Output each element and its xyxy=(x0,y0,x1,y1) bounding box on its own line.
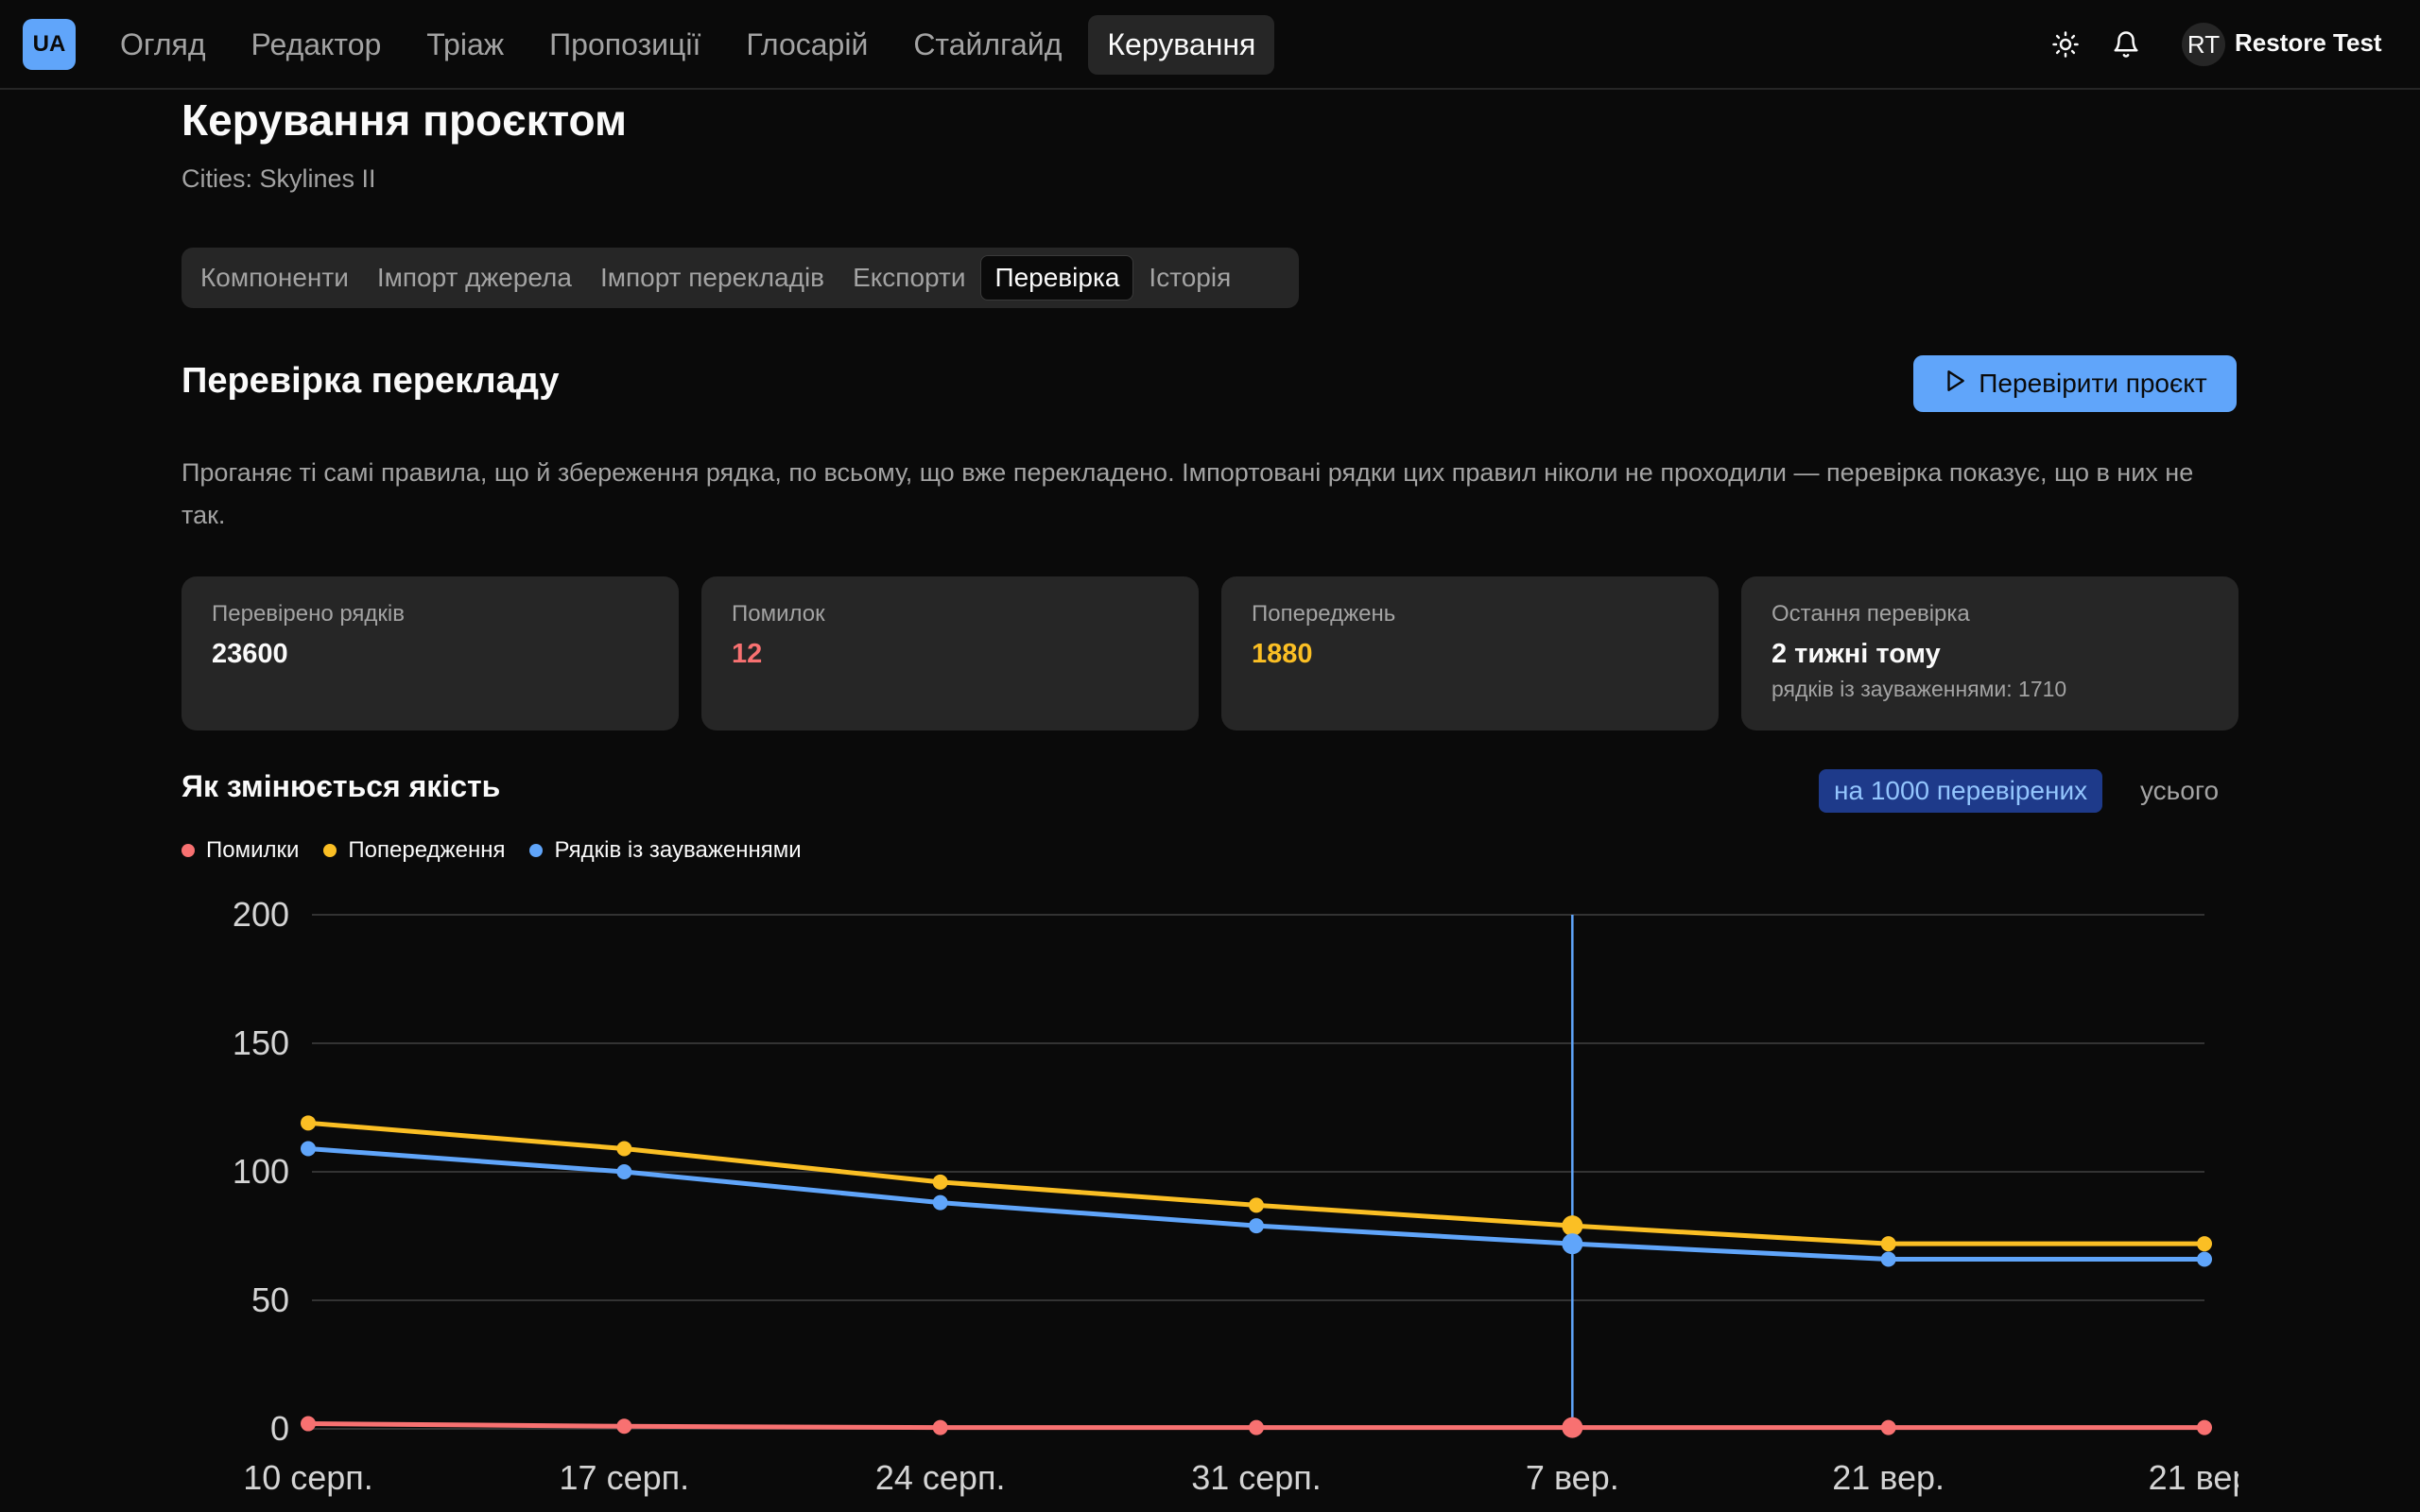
x-tick-label: 21 вер. xyxy=(1832,1458,1945,1497)
y-tick-label: 150 xyxy=(233,1023,289,1062)
data-point xyxy=(1880,1251,1896,1267)
data-point xyxy=(1249,1218,1264,1234)
stat-note: рядків із зауваженнями: 1710 xyxy=(1772,677,2067,701)
check-project-label: Перевірити проєкт xyxy=(1979,369,2207,398)
data-point xyxy=(1249,1419,1264,1435)
data-point xyxy=(301,1115,316,1131)
top-navigation-bar: UA Огляд Редактор Тріаж Пропозиції Глоса… xyxy=(0,0,2420,90)
x-tick-label: 10 серп. xyxy=(243,1458,373,1497)
user-avatar[interactable]: RT xyxy=(2182,23,2225,66)
data-point xyxy=(1562,1417,1583,1438)
y-tick-label: 200 xyxy=(233,895,289,934)
section-description: Проганяє ті самі правила, що й збереженн… xyxy=(182,458,2194,529)
data-point xyxy=(1562,1215,1583,1237)
x-tick-label: 7 вер. xyxy=(1526,1458,1619,1497)
nav-item-triage[interactable]: Тріаж xyxy=(426,27,505,61)
stat-value: 2 тижні тому xyxy=(1772,639,1941,669)
sun-icon[interactable] xyxy=(2048,26,2083,62)
nav-item-suggestions[interactable]: Пропозиції xyxy=(549,27,701,61)
play-icon xyxy=(1943,369,1967,400)
data-point xyxy=(616,1164,632,1179)
stat-card-warnings: Попереджень 1880 xyxy=(1221,576,1719,730)
legend-item-warnings[interactable]: Попередження xyxy=(323,837,505,864)
legend-item-flagged[interactable]: Рядків із зауваженнями xyxy=(529,837,802,864)
tab-translation-import[interactable]: Імпорт перекладів xyxy=(599,263,825,292)
stat-card-errors: Помилок 12 xyxy=(701,576,1199,730)
stat-label: Перевірено рядків xyxy=(212,601,405,627)
nav-item-overview[interactable]: Огляд xyxy=(120,27,206,61)
toggle-total[interactable]: усього xyxy=(2140,776,2220,805)
data-point xyxy=(932,1419,948,1435)
legend-dot xyxy=(323,844,337,857)
nav-item-editor[interactable]: Редактор xyxy=(251,27,382,61)
chart-title: Як змінюється якість xyxy=(182,769,501,803)
stat-card-checked: Перевірено рядків 23600 xyxy=(182,576,679,730)
tab-components[interactable]: Компоненти xyxy=(200,263,349,292)
nav-item-glossary[interactable]: Глосарій xyxy=(746,27,869,61)
chart-legend: Помилки Попередження Рядків із зауваженн… xyxy=(182,837,802,864)
legend-label: Рядків із зауваженнями xyxy=(554,837,802,863)
stat-label: Попереджень xyxy=(1252,601,1396,627)
section-title: Перевірка перекладу xyxy=(182,361,560,401)
data-point xyxy=(301,1141,316,1157)
user-name[interactable]: Restore Test xyxy=(2235,28,2382,57)
data-point xyxy=(2197,1419,2212,1435)
tab-source-import[interactable]: Імпорт джерела xyxy=(376,263,572,292)
legend-item-errors[interactable]: Помилки xyxy=(182,837,299,864)
tab-exports[interactable]: Експорти xyxy=(853,263,966,292)
y-tick-label: 0 xyxy=(270,1409,289,1448)
project-name: Cities: Skylines II xyxy=(182,164,376,193)
data-point xyxy=(616,1418,632,1435)
x-tick-label: 24 серп. xyxy=(875,1458,1006,1497)
data-point xyxy=(1562,1233,1583,1255)
main-nav: Огляд Редактор Тріаж Пропозиції Глосарій… xyxy=(101,15,1275,75)
stat-label: Помилок xyxy=(732,601,825,627)
management-tabs: Компоненти Імпорт джерела Імпорт перекла… xyxy=(182,248,1299,308)
tab-history[interactable]: Історія xyxy=(1149,263,1232,292)
quality-line-chart: 0 50 100 150 200 10 серп. 17 серп. 24 серп. 31 с… xyxy=(233,895,2238,1497)
stat-value: 12 xyxy=(732,639,763,669)
data-point xyxy=(1880,1236,1896,1252)
app-logo[interactable]: UA xyxy=(23,19,76,70)
tab-check[interactable]: Перевірка xyxy=(980,255,1134,301)
data-point xyxy=(301,1416,316,1432)
x-tick-label: 31 серп. xyxy=(1191,1458,1322,1497)
check-project-button[interactable]: Перевірити проєкт xyxy=(1913,355,2237,412)
stats-row: Перевірено рядків 23600 Помилок 12 Попер… xyxy=(182,576,2238,730)
stat-value: 1880 xyxy=(1252,639,1313,669)
data-point xyxy=(2197,1251,2212,1267)
y-tick-label: 100 xyxy=(233,1152,289,1191)
toggle-per-1000[interactable]: на 1000 перевірених xyxy=(1819,769,2103,813)
x-tick-label: 17 серп. xyxy=(560,1458,690,1497)
stat-label: Остання перевірка xyxy=(1772,601,1970,627)
bell-icon[interactable] xyxy=(2108,26,2144,62)
stat-card-last-check: Остання перевірка 2 тижні тому рядків із… xyxy=(1741,576,2238,730)
stat-value: 23600 xyxy=(212,639,288,669)
page-title: Керування проєктом xyxy=(182,95,628,145)
legend-dot xyxy=(529,844,544,857)
data-point xyxy=(616,1141,632,1157)
data-point xyxy=(2197,1236,2212,1252)
legend-label: Попередження xyxy=(348,837,506,863)
data-point xyxy=(932,1194,948,1211)
data-point xyxy=(932,1174,948,1190)
y-tick-label: 50 xyxy=(251,1280,289,1319)
data-point xyxy=(1880,1419,1896,1435)
x-tick-label: 21 вер. xyxy=(2149,1458,2238,1497)
legend-label: Помилки xyxy=(206,837,300,863)
legend-dot xyxy=(182,844,195,857)
nav-item-management[interactable]: Керування xyxy=(1088,15,1275,75)
data-point xyxy=(1249,1197,1264,1213)
nav-item-styleguide[interactable]: Стайлгайд xyxy=(913,27,1063,61)
